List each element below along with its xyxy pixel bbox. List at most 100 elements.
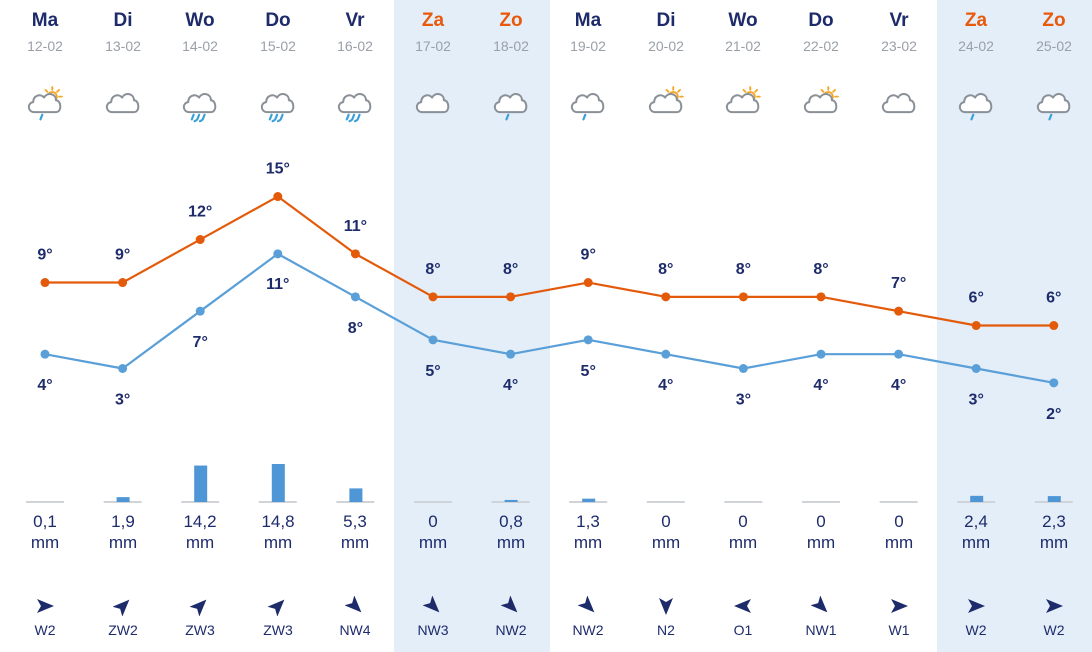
max-temperature-label: 11° xyxy=(344,218,367,235)
precipitation-amount: 0 mm xyxy=(627,511,705,553)
day-name: Vr xyxy=(889,10,909,31)
max-temperature-point xyxy=(40,278,50,288)
day-column[interactable]: Zo 25-02 2,3 mm W2 xyxy=(1015,0,1092,652)
day-name: Za xyxy=(421,10,445,31)
max-temperature-label: 6° xyxy=(969,290,984,307)
day-column[interactable]: Zo 18-02 0,8 mm NW2 xyxy=(472,0,550,652)
precipitation-bar xyxy=(1047,496,1061,502)
precipitation-baseline xyxy=(646,501,685,503)
wind-label: NW1 xyxy=(805,622,837,638)
max-temperature-label: 8° xyxy=(813,261,828,278)
day-date: 20-02 xyxy=(648,38,684,54)
cloud-icon xyxy=(879,83,919,123)
wind-arrow-icon xyxy=(35,596,55,616)
precipitation-amount: 0 mm xyxy=(860,511,938,553)
precipitation-unit: mm xyxy=(418,533,448,552)
precipitation-value: 0 xyxy=(661,512,671,531)
min-temperature-label: 3° xyxy=(969,392,984,409)
min-temperature-label: 2° xyxy=(1046,406,1061,423)
precipitation-unit: mm xyxy=(806,533,836,552)
max-temperature-point xyxy=(428,292,438,302)
day-name: Wo xyxy=(728,10,758,31)
precipitation-value: 0,1 xyxy=(33,512,57,531)
day-date: 24-02 xyxy=(958,38,994,54)
min-temperature-point xyxy=(428,335,438,345)
min-temperature-label: 8° xyxy=(348,320,363,337)
wind-label: NW2 xyxy=(572,622,604,638)
wind-arrow-icon xyxy=(966,596,986,616)
wind-arrow-icon xyxy=(656,596,676,616)
max-temperature-point xyxy=(350,249,360,259)
min-temperature-point xyxy=(583,335,593,345)
day-date: 22-02 xyxy=(803,38,839,54)
min-temperature-label: 11° xyxy=(266,276,289,293)
max-temperature-label: 9° xyxy=(115,247,130,264)
day-column[interactable]: Za 17-02 0 mm NW3 xyxy=(394,0,472,652)
day-column[interactable]: Wo 14-02 14,2 mm ZW3 xyxy=(161,0,239,652)
day-date: 23-02 xyxy=(881,38,917,54)
wind-label: W2 xyxy=(965,622,987,638)
day-column[interactable]: Vr 16-02 5,3 mm NW4 xyxy=(316,0,394,652)
wind-arrow-icon xyxy=(344,595,365,616)
min-temperature-point xyxy=(971,364,981,373)
day-column[interactable]: Di 20-02 0 mm N2 xyxy=(627,0,705,652)
precipitation-value: 1,3 xyxy=(576,512,600,531)
min-temperature-point xyxy=(816,349,826,359)
wind-label: ZW3 xyxy=(263,622,293,638)
precipitation-amount: 0 mm xyxy=(704,511,782,553)
precipitation-unit: mm xyxy=(340,533,370,552)
day-column[interactable]: Di 13-02 1,9 mm ZW2 xyxy=(84,0,162,652)
precipitation-amount: 0,1 mm xyxy=(6,511,84,553)
min-temperature-line xyxy=(44,252,1054,384)
max-temperature-label: 8° xyxy=(658,261,673,278)
min-temperature-point xyxy=(350,292,360,302)
max-temperature-point xyxy=(971,321,981,331)
min-temperature-point xyxy=(738,364,748,373)
wind-arrow-icon xyxy=(500,595,521,616)
day-name: Vr xyxy=(345,10,365,31)
wind-label: W1 xyxy=(888,622,910,638)
precipitation-baseline xyxy=(802,501,840,503)
min-temperature-point xyxy=(661,349,671,359)
precipitation-bar xyxy=(582,498,596,502)
day-name: Do xyxy=(265,10,291,31)
max-temperature-point xyxy=(195,235,205,245)
wind-arrow-icon xyxy=(112,596,133,617)
day-column[interactable]: Ma 19-02 1,3 mm NW2 xyxy=(549,0,627,652)
day-column[interactable]: Wo 21-02 0 mm O1 xyxy=(704,0,782,652)
precipitation-unit: mm xyxy=(573,533,603,552)
min-temperature-label: 3° xyxy=(115,392,130,409)
heavy-rain-icon xyxy=(180,83,220,123)
precipitation-value: 2,3 xyxy=(1042,512,1066,531)
day-date: 21-02 xyxy=(725,38,761,54)
min-temperature-label: 4° xyxy=(658,377,673,394)
max-temperature-label: 9° xyxy=(581,247,596,264)
day-column[interactable]: Za 24-02 2,4 mm W2 xyxy=(937,0,1015,652)
day-date: 12-02 xyxy=(27,38,63,54)
precipitation-unit: mm xyxy=(651,533,681,552)
heavy-rain-icon xyxy=(335,83,375,123)
min-temperature-point xyxy=(118,364,128,373)
day-column[interactable]: Vr 23-02 0 mm W1 xyxy=(860,0,938,652)
wind-label: N2 xyxy=(657,622,675,638)
day-name: Di xyxy=(656,10,676,31)
day-column[interactable]: Do 15-02 14,8 mm ZW3 xyxy=(239,0,317,652)
min-temperature-label: 4° xyxy=(37,377,52,394)
day-date: 15-02 xyxy=(260,38,296,54)
precipitation-value: 0,8 xyxy=(499,512,523,531)
day-column[interactable]: Do 22-02 0 mm NW1 xyxy=(782,0,860,652)
wind-label: W2 xyxy=(34,622,56,638)
day-name: Za xyxy=(964,10,988,31)
partly-sunny-icon xyxy=(801,83,841,123)
min-temperature-point xyxy=(1049,378,1059,388)
day-column[interactable]: Ma 12-02 0,1 mm W2 xyxy=(6,0,84,652)
day-date: 25-02 xyxy=(1036,38,1072,54)
partly-sunny-drizzle-icon xyxy=(25,83,65,123)
precipitation-bar xyxy=(349,488,363,502)
precipitation-value: 2,4 xyxy=(964,512,988,531)
day-date: 19-02 xyxy=(570,38,606,54)
precipitation-amount: 0 mm xyxy=(394,511,472,553)
wind-label: W2 xyxy=(1043,622,1065,638)
wind-label: ZW2 xyxy=(108,622,138,638)
max-temperature-point xyxy=(273,192,283,202)
